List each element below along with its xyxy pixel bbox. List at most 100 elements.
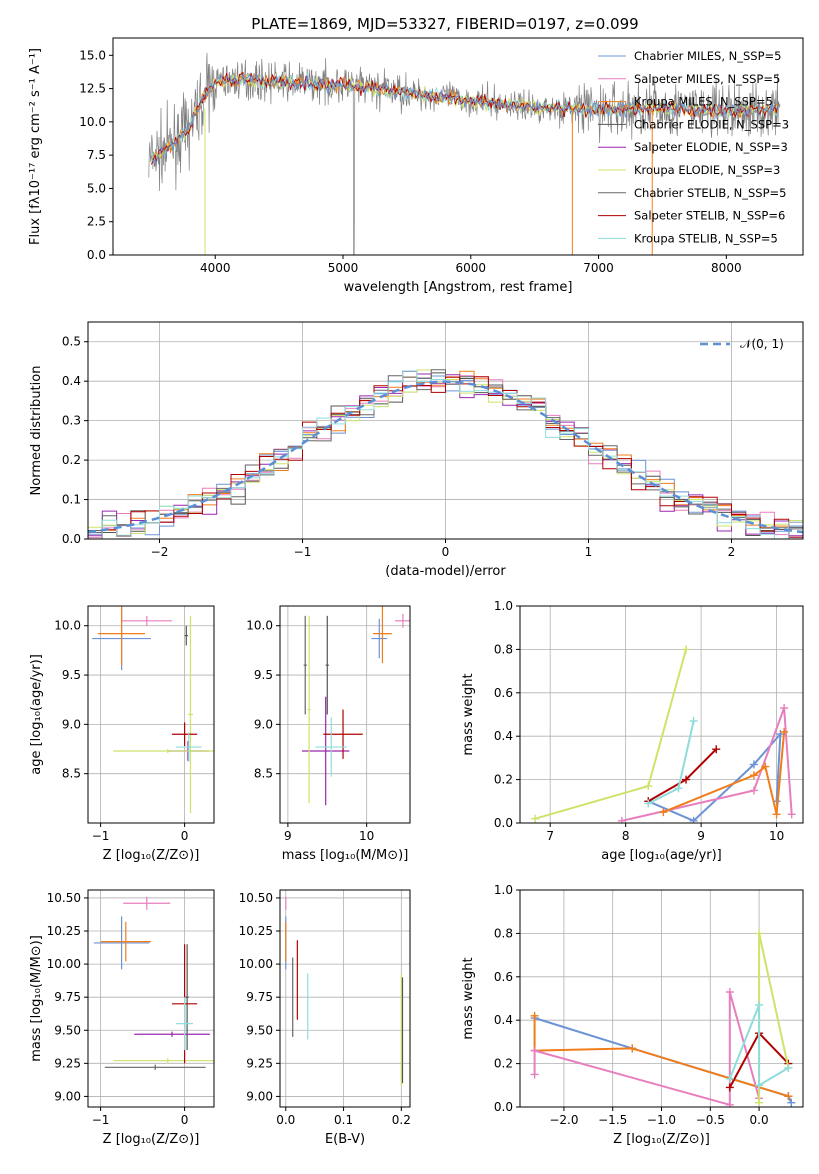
x-tick-label: 7000 — [583, 261, 614, 275]
weight-marker — [787, 1098, 796, 1107]
y-tick-label: 0.1 — [62, 493, 81, 507]
x-tick-label: 4000 — [200, 261, 231, 275]
x-tick-label: 2 — [728, 545, 736, 559]
y-tick-label: 0.2 — [494, 1057, 513, 1071]
y-tick-label: 10.50 — [239, 891, 273, 905]
y-tick-label: 0.0 — [62, 532, 81, 546]
model-spectrum-line — [150, 73, 778, 166]
axes-frame — [519, 889, 804, 1108]
weight-marker — [682, 775, 691, 784]
axes-frame — [279, 889, 411, 1108]
weight-marker — [755, 1001, 764, 1010]
weight-marker — [659, 808, 668, 817]
weight-marker — [531, 814, 540, 823]
legend-label: Kroupa STELIB, N_SSP=5 — [634, 231, 778, 245]
y-tick-label: 0.0 — [87, 248, 106, 262]
axes-frame — [279, 605, 411, 824]
x-tick-label: −1.5 — [598, 1113, 627, 1127]
weight-marker — [617, 816, 626, 823]
x-tick-label: 0 — [442, 545, 450, 559]
y-tick-label: 1.0 — [494, 599, 513, 613]
normal-curve — [88, 380, 803, 534]
y-tick-label: 10.0 — [246, 619, 273, 633]
plot-area — [93, 896, 214, 1070]
y-axis-label: mass [log₁₀(M/M⊙)] — [29, 935, 44, 1062]
x-tick-label: 0 — [181, 1113, 189, 1127]
weight-marker — [780, 703, 789, 712]
y-tick-label: 10.0 — [79, 115, 106, 129]
y-tick-label: 9.25 — [246, 1056, 273, 1070]
y-axis-label: Flux [fλ10⁻¹⁷ erg cm⁻² s⁻¹ A⁻¹] — [28, 48, 43, 245]
plot-area — [92, 606, 214, 814]
y-tick-label: 0.2 — [62, 453, 81, 467]
weight-series-line — [533, 1015, 789, 1098]
x-tick-label: 9 — [697, 829, 705, 843]
weight-marker — [530, 1070, 539, 1079]
x-tick-label: −1 — [92, 829, 110, 843]
axes-frame — [87, 605, 215, 824]
weight-marker — [530, 1046, 539, 1055]
legend-label: Kroupa ELODIE, N_SSP=3 — [634, 163, 780, 177]
weight-marker — [712, 745, 721, 754]
x-tick-label: 5000 — [328, 261, 359, 275]
axes-frame — [112, 37, 804, 256]
y-tick-label: 0.4 — [62, 374, 81, 388]
weight-marker — [628, 1044, 637, 1053]
weight-marker — [755, 1098, 764, 1107]
y-tick-label: 9.75 — [54, 990, 81, 1004]
x-tick-label: 7 — [546, 829, 554, 843]
weight-series-line — [728, 1004, 789, 1088]
x-tick-label: 10 — [359, 829, 374, 843]
panel-mass-vs-ebv: 0.0 0.1 0.2 9.00 9.25 9.50 9.75 10.00 10.25 10.50… — [239, 889, 411, 1147]
axes-frame — [519, 605, 804, 824]
y-tick-label: 0.8 — [494, 926, 513, 940]
x-tick-label: −2.0 — [549, 1113, 578, 1127]
y-tick-label: 0.4 — [494, 729, 513, 743]
y-axis-label: mass weight — [461, 957, 476, 1039]
axes-frame — [87, 321, 804, 540]
y-tick-label: 8.5 — [62, 767, 81, 781]
y-tick-label: 0.6 — [494, 686, 513, 700]
plot-area — [148, 52, 781, 255]
weight-marker — [725, 1083, 734, 1092]
x-axis-label: Z [log₁₀(Z/Z⊙)] — [103, 848, 200, 863]
x-tick-label: 8 — [622, 829, 630, 843]
weight-series-line — [647, 731, 782, 822]
x-tick-label: 0.2 — [392, 1113, 411, 1127]
y-tick-label: 0.0 — [494, 1100, 513, 1114]
axes-frame — [87, 889, 215, 1108]
y-tick-label: 0.3 — [62, 414, 81, 428]
y-tick-label: 9.00 — [54, 1089, 81, 1103]
x-tick-label: 0.0 — [276, 1113, 295, 1127]
weight-marker — [784, 1063, 793, 1072]
legend-label: Kroupa MILES, N_SSP=5 — [634, 95, 773, 109]
x-tick-label: −2 — [151, 545, 169, 559]
y-tick-label: 1.0 — [494, 883, 513, 897]
y-tick-label: 0.2 — [494, 773, 513, 787]
y-tick-label: 0.6 — [494, 970, 513, 984]
y-tick-label: 5.0 — [87, 181, 106, 195]
weight-marker — [689, 816, 698, 823]
weight-marker — [644, 782, 653, 791]
x-tick-label: −1 — [92, 1113, 110, 1127]
weight-marker — [674, 784, 683, 793]
x-tick-label: 8000 — [711, 261, 742, 275]
weight-marker — [780, 727, 789, 736]
panel-age-vs-mass: 9 10 8.5 9.0 9.5 10.0 mass [log₁₀(M/M⊙)] — [246, 605, 411, 863]
y-tick-label: 9.0 — [62, 717, 81, 731]
histogram-series — [88, 376, 803, 539]
legend-label: Salpeter ELODIE, N_SSP=3 — [634, 140, 788, 154]
y-tick-label: 15.0 — [79, 48, 106, 62]
y-tick-label: 9.00 — [246, 1089, 273, 1103]
y-tick-label: 9.5 — [254, 668, 273, 682]
panel-weight-vs-Z: −2.0 −1.5 −1.0 −0.5 0.0 0.0 0.2 0.4 0.6 0.8 1.0 Z [… — [461, 883, 804, 1147]
panel-mass-vs-Z: −1 0 9.00 9.25 9.50 9.75 10.00 10.25 10.50 Z [log… — [29, 889, 215, 1147]
legend-label: Chabrier STELIB, N_SSP=5 — [634, 186, 786, 200]
plot-area — [88, 369, 803, 539]
weight-marker — [784, 1092, 793, 1101]
plot-area — [531, 645, 796, 823]
weight-marker — [755, 929, 764, 938]
y-tick-label: 9.50 — [246, 1023, 273, 1037]
